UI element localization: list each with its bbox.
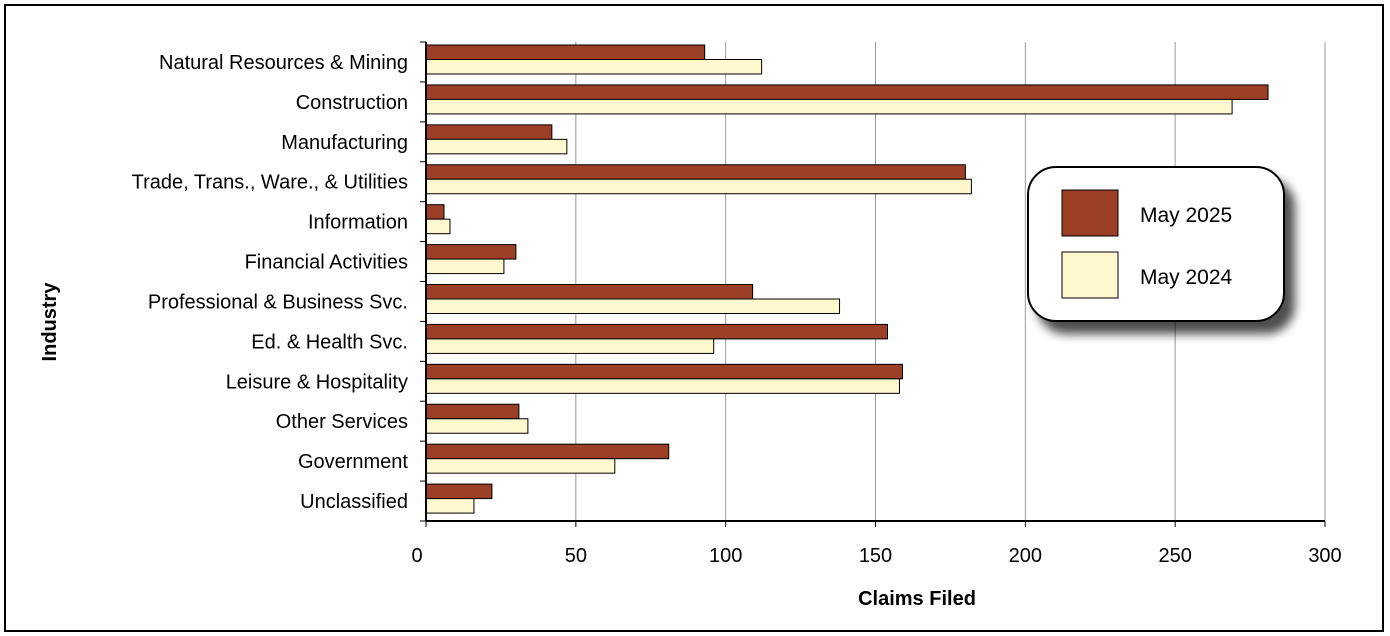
bar-may-2024-other-services [425, 418, 529, 434]
x-tick-label-300: 300 [1308, 545, 1341, 567]
bar-may-2024-ed-health-svc [425, 338, 715, 354]
bar-may-2025-information [425, 204, 445, 220]
category-label-trade-trans-ware-utilities: Trade, Trans., Ware., & Utilities [132, 172, 408, 194]
bar-may-2024-leisure-hospitality [425, 378, 900, 394]
bar-may-2024-unclassified [425, 498, 475, 514]
x-axis-title: Claims Filed [858, 588, 976, 610]
category-label-unclassified: Unclassified [300, 491, 408, 513]
category-label-manufacturing: Manufacturing [281, 132, 408, 154]
bar-may-2024-trade-trans-ware-utilities [425, 178, 972, 195]
category-label-leisure-hospitality: Leisure & Hospitality [226, 371, 408, 393]
bar-may-2024-financial-activities [425, 258, 505, 275]
axes [420, 41, 1326, 527]
category-label-information: Information [308, 212, 408, 234]
bar-may-2025-financial-activities [425, 244, 517, 260]
bar-may-2024-professional-business-svc [425, 298, 841, 314]
bar-series [425, 44, 1269, 514]
bar-may-2025-trade-trans-ware-utilities [425, 164, 966, 180]
x-tick-label-0: 0 [411, 545, 422, 567]
category-label-construction: Construction [296, 92, 408, 114]
bar-may-2024-natural-resources-mining [425, 59, 763, 75]
bar-may-2024-government [425, 458, 616, 474]
legend-swatch-may-2025 [1061, 189, 1119, 237]
category-label-other-services: Other Services [276, 411, 408, 433]
legend: May 2025 May 2024 [1027, 166, 1285, 322]
legend-label-may-2025: May 2025 [1140, 204, 1232, 227]
bar-may-2024-information [425, 218, 451, 235]
bar-may-2025-professional-business-svc [425, 284, 754, 300]
bar-may-2025-other-services [425, 403, 520, 420]
category-label-natural-resources-mining: Natural Resources & Mining [159, 52, 408, 74]
bar-may-2025-manufacturing [425, 124, 553, 140]
bar-may-2024-manufacturing [425, 138, 568, 155]
bar-may-2024-construction [425, 98, 1233, 115]
x-tick-label-200: 200 [1009, 545, 1042, 567]
category-label-professional-business-svc: Professional & Business Svc. [148, 291, 408, 313]
bar-may-2025-government [425, 443, 670, 460]
bar-may-2025-ed-health-svc [425, 323, 888, 340]
bar-may-2025-construction [425, 84, 1269, 100]
x-tick-label-50: 50 [565, 545, 587, 567]
x-tick-label-250: 250 [1158, 545, 1191, 567]
legend-swatch-may-2024 [1061, 251, 1119, 299]
category-label-ed-health-svc: Ed. & Health Svc. [251, 331, 408, 353]
y-axis-title: Industry [39, 282, 61, 362]
x-tick-label-100: 100 [709, 545, 742, 567]
category-labels: Natural Resources & Mining Construction Ma… [132, 52, 409, 513]
bar-may-2025-leisure-hospitality [425, 363, 903, 380]
x-tick-label-150: 150 [859, 545, 892, 567]
bar-may-2025-natural-resources-mining [425, 44, 706, 60]
category-label-financial-activities: Financial Activities [245, 252, 408, 274]
legend-label-may-2024: May 2024 [1140, 266, 1233, 289]
category-label-government: Government [298, 451, 408, 473]
bar-may-2025-unclassified [425, 483, 493, 500]
x-tick-labels: 0 50 100 150 200 250 300 [411, 545, 1341, 567]
